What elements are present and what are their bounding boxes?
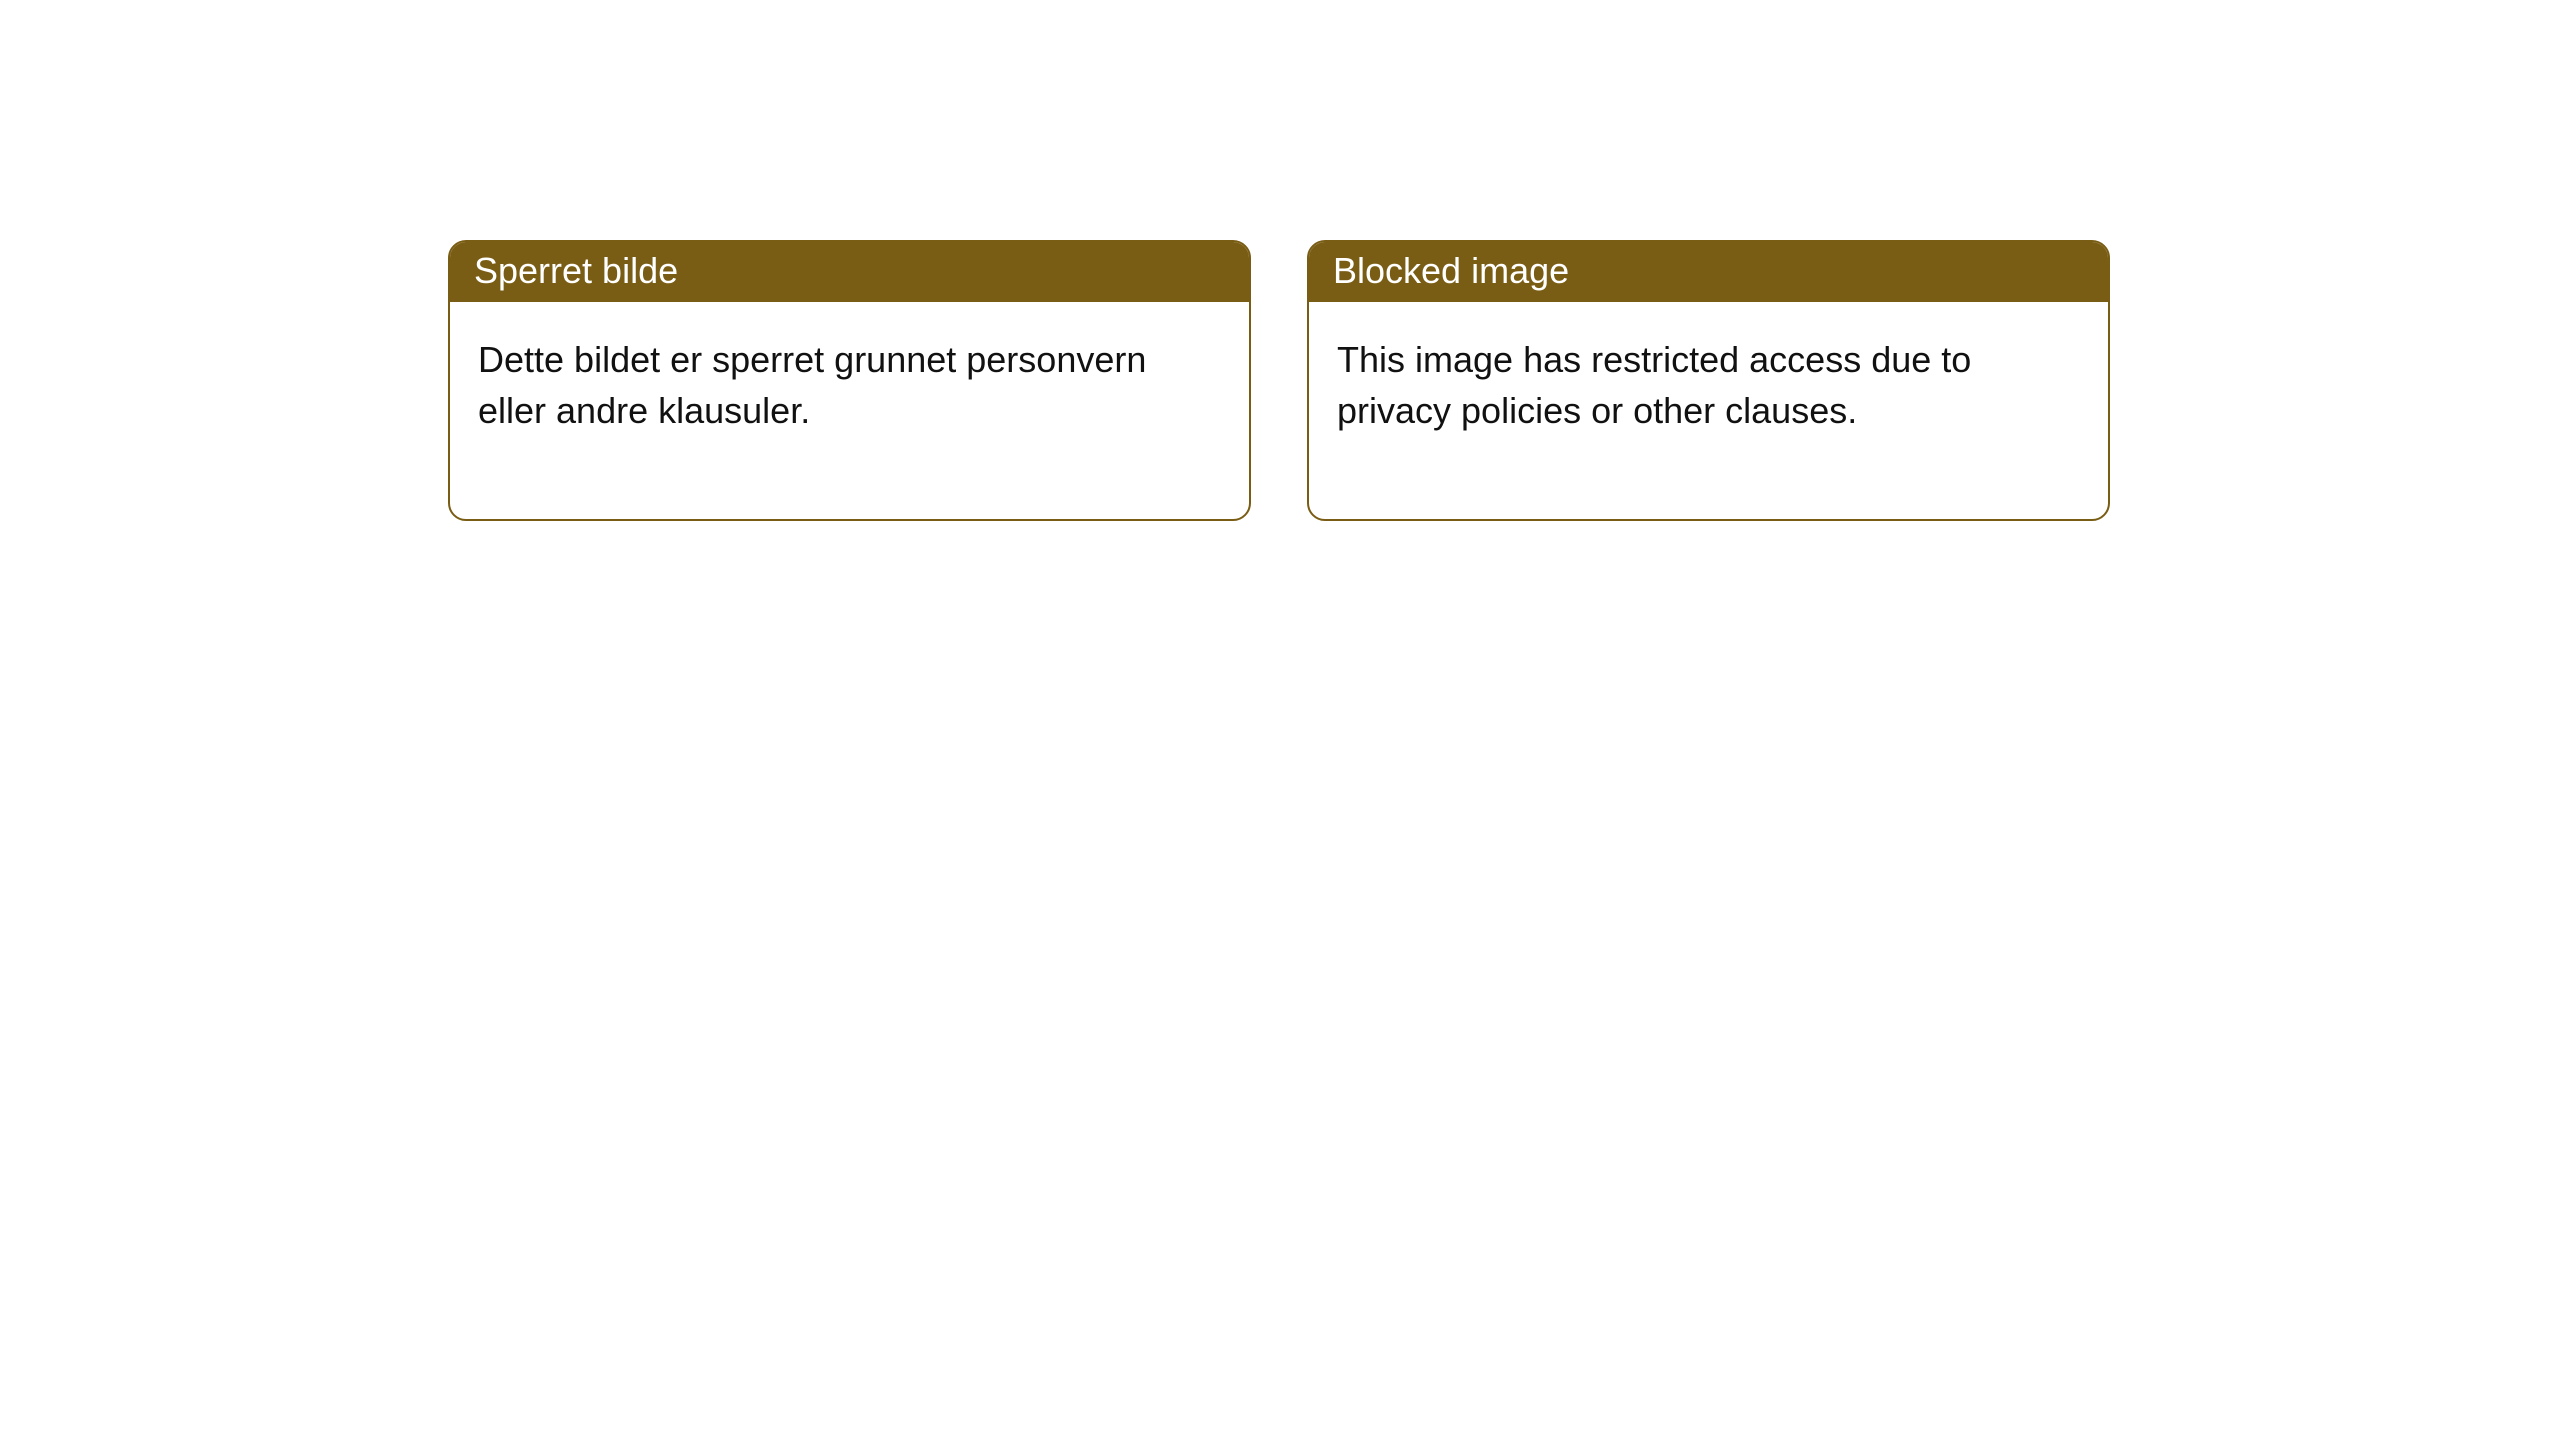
notice-card-norwegian: Sperret bilde Dette bildet er sperret gr… <box>448 240 1251 521</box>
notice-container: Sperret bilde Dette bildet er sperret gr… <box>0 0 2560 521</box>
notice-body: This image has restricted access due to … <box>1309 302 2108 519</box>
notice-card-english: Blocked image This image has restricted … <box>1307 240 2110 521</box>
notice-header: Blocked image <box>1309 242 2108 302</box>
notice-body: Dette bildet er sperret grunnet personve… <box>450 302 1249 519</box>
notice-header: Sperret bilde <box>450 242 1249 302</box>
